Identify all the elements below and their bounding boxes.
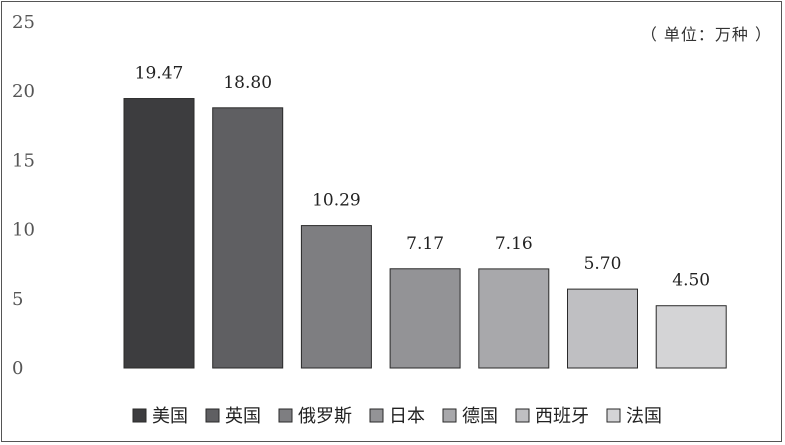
- legend-swatch: [515, 408, 530, 423]
- legend-swatch: [442, 408, 457, 423]
- bar-1: [123, 98, 195, 369]
- bar-7: [655, 305, 727, 369]
- value-label: 7.17: [406, 234, 444, 254]
- bar-2: [212, 107, 284, 369]
- y-tick-label: 25: [12, 12, 35, 33]
- legend-swatch: [606, 408, 621, 423]
- bar-3: [300, 225, 372, 369]
- value-label: 7.16: [495, 234, 533, 254]
- legend-label: 美国: [152, 406, 188, 427]
- value-labels: 19.47 18.80 10.29 7.17 7.16 5.70 4.50: [135, 64, 710, 291]
- value-label: 18.80: [223, 73, 272, 93]
- value-label: 19.47: [135, 64, 184, 84]
- legend-label: 俄罗斯: [298, 406, 352, 427]
- legend-label: 英国: [225, 406, 261, 427]
- legend-label: 日本: [389, 406, 425, 427]
- bar-5: [478, 268, 550, 369]
- value-label: 10.29: [312, 191, 361, 211]
- bar-4: [389, 268, 461, 369]
- y-tick-label: 10: [12, 220, 35, 241]
- bar-6: [567, 288, 638, 369]
- y-tick-label: 0: [12, 358, 23, 379]
- y-tick-label: 5: [12, 289, 23, 310]
- legend-swatch: [278, 408, 293, 423]
- legend-swatch: [132, 408, 147, 423]
- legend-label: 法国: [626, 406, 662, 427]
- bars: [123, 98, 727, 369]
- legend-label: 德国: [462, 406, 498, 427]
- unit-note: （ 单位：万种 ）: [641, 25, 772, 44]
- value-label: 4.50: [672, 271, 710, 291]
- value-label: 5.70: [584, 254, 622, 274]
- legend-swatch: [205, 408, 220, 423]
- y-tick-label: 15: [12, 150, 35, 171]
- legend-label: 西班牙: [535, 406, 589, 427]
- y-axis-ticks: 0 5 10 15 20 25: [12, 12, 35, 379]
- legend: 美国 英国 俄罗斯 日本 德国 西班牙 法国: [132, 406, 662, 427]
- legend-swatch: [369, 408, 384, 423]
- y-tick-label: 20: [12, 81, 35, 102]
